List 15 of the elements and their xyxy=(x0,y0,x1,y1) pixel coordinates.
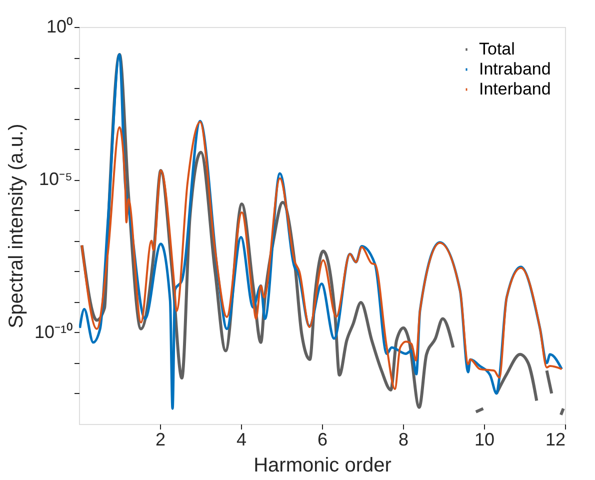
line-series xyxy=(80,120,563,390)
x-tick-label: 12 xyxy=(545,430,566,450)
x-tick-label: 6 xyxy=(317,430,328,450)
y-tick-label: 10⁻⁵ xyxy=(39,169,72,190)
x-axis-title: Harmonic order xyxy=(254,454,392,476)
legend-label: Intraband xyxy=(479,60,551,78)
legend-label: Total xyxy=(479,40,515,58)
y-tick-label: 10⁰ xyxy=(46,16,72,36)
y-axis-title: Spectral intensity (a.u.) xyxy=(5,124,28,328)
y-tick-label: 10⁻¹⁰ xyxy=(34,322,72,342)
x-tick-label: 4 xyxy=(236,430,247,450)
x-tick-label: 10 xyxy=(474,430,495,450)
legend-label: Interband xyxy=(479,80,551,98)
x-tick-label: 2 xyxy=(155,430,166,450)
x-tick-label: 8 xyxy=(398,430,409,450)
